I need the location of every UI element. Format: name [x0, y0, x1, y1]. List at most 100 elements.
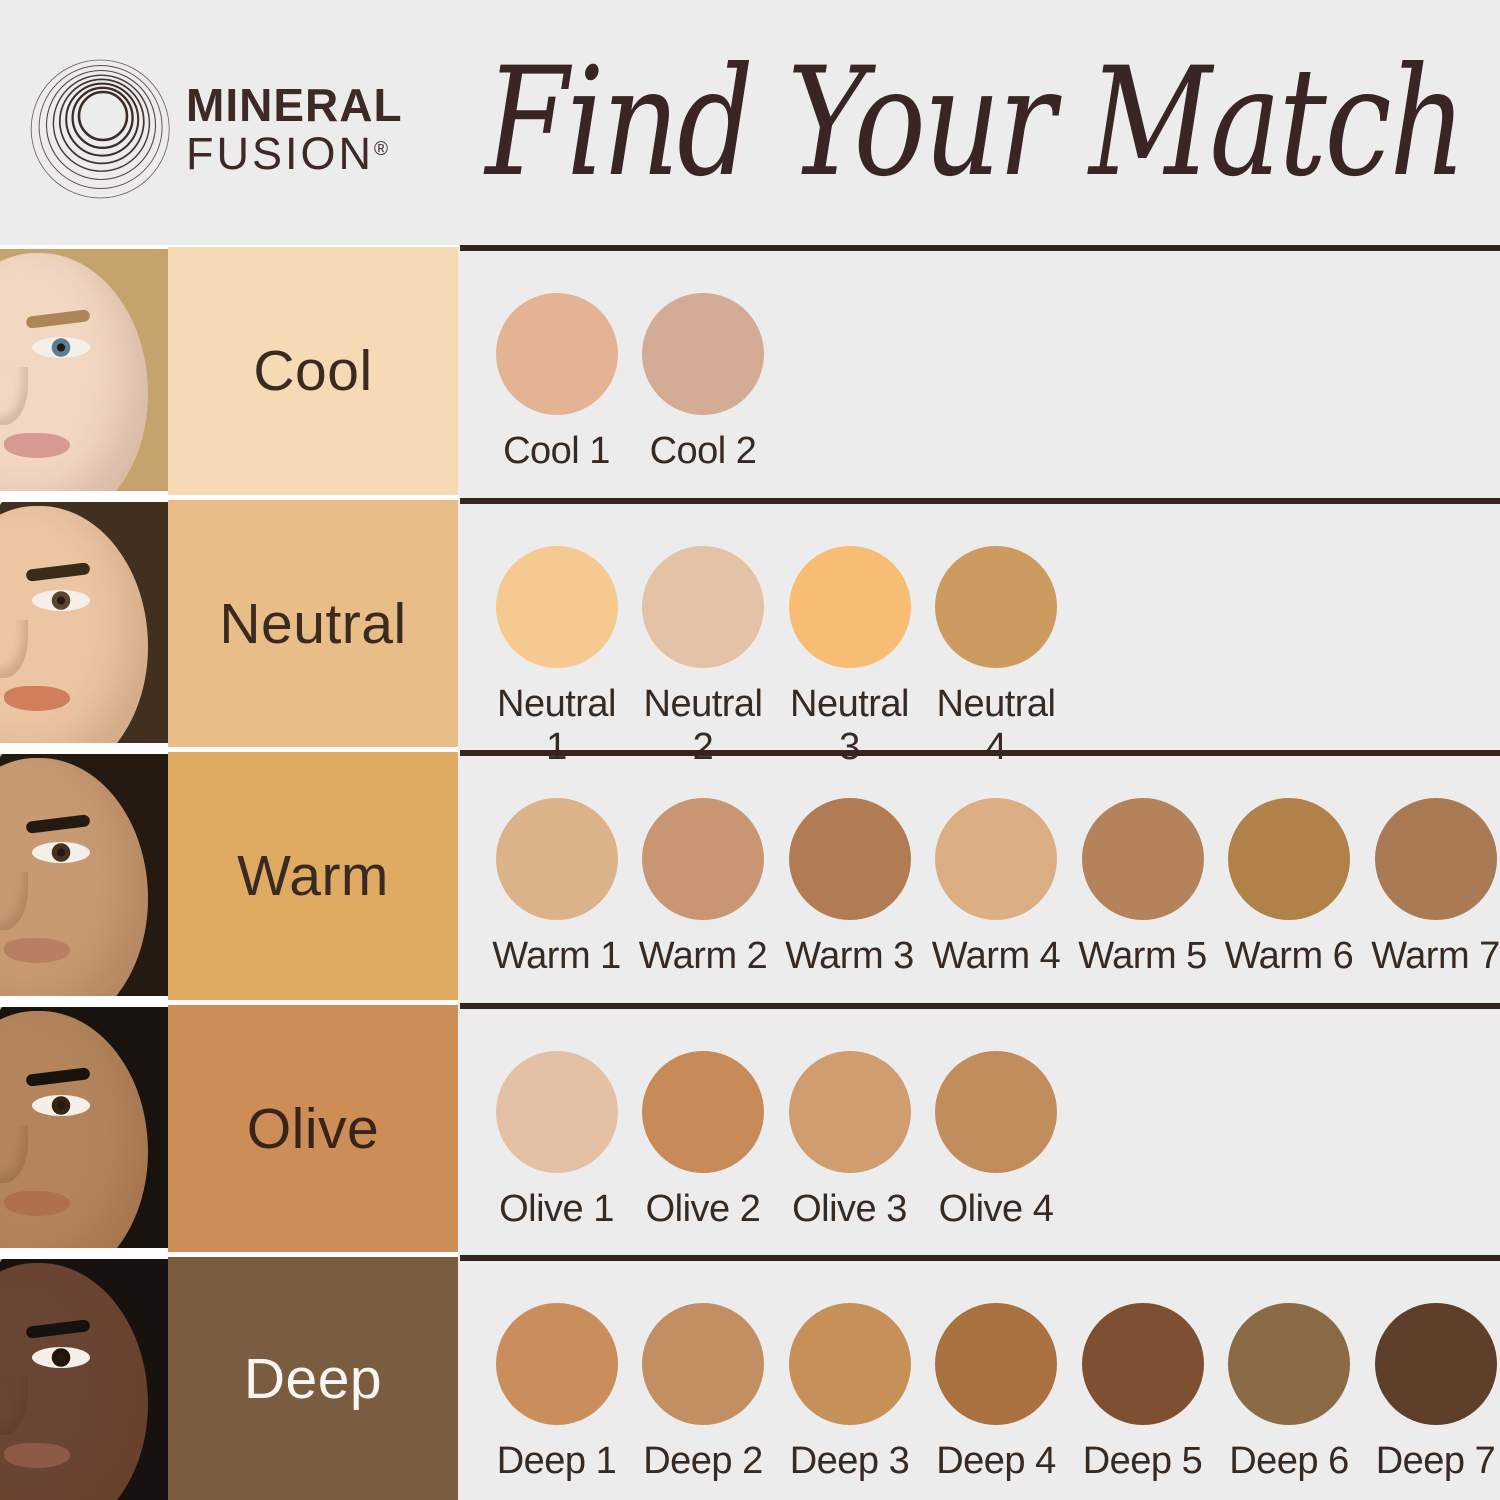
shade-dot-deep-2[interactable] [642, 1303, 764, 1425]
shade-swatch-neutral-4: Neutral 4 [923, 504, 1070, 769]
shade-row-olive: Olive Olive 1 Olive 2 Olive 3 Olive 4 [0, 1003, 1500, 1255]
brand-name-bottom: FUSION® [186, 128, 389, 179]
registered-trademark-symbol: ® [374, 139, 389, 160]
shade-dot-deep-5[interactable] [1081, 1303, 1204, 1425]
shade-swatch-warm-6: Warm 6 [1216, 756, 1363, 978]
shade-name-label: Olive 2 [645, 1188, 761, 1230]
shade-dot-neutral-4[interactable] [935, 546, 1057, 668]
model-eye [32, 1095, 90, 1116]
shade-dot-deep-4[interactable] [935, 1303, 1057, 1425]
model-photo-warm [0, 754, 168, 996]
shade-swatch-deep-3: Deep 3 [776, 1261, 923, 1483]
shade-swatch-deep-2: Deep 2 [630, 1261, 777, 1483]
undertone-label-deep: Deep [168, 1257, 458, 1500]
swatch-zone-warm: Warm 1 Warm 2 Warm 3 Warm 4 Warm 5 Warm 6 Warm… [460, 750, 1500, 1003]
shade-swatch-olive-2: Olive 2 [630, 1009, 777, 1231]
shade-swatch-olive-4: Olive 4 [923, 1009, 1070, 1231]
shade-name-label: Neutral 2 [643, 683, 764, 768]
shade-swatch-olive-3: Olive 3 [776, 1009, 923, 1231]
shade-dot-warm-3[interactable] [788, 798, 911, 920]
undertone-label-cool: Cool [168, 247, 458, 495]
shade-dot-warm-6[interactable] [1228, 798, 1350, 920]
swatch-zone-cool: Cool 1 Cool 2 [460, 245, 1500, 498]
shade-swatch-warm-7: Warm 7 [1362, 756, 1500, 978]
shade-dot-neutral-3[interactable] [788, 546, 911, 668]
shade-swatch-cool-2: Cool 2 [630, 251, 777, 473]
shade-name-label: Olive 3 [792, 1188, 907, 1230]
model-photo-olive [0, 1007, 168, 1248]
shade-dot-olive-1[interactable] [495, 1051, 618, 1173]
model-lips [4, 1443, 70, 1468]
shade-name-label: Warm 7 [1371, 935, 1500, 977]
shade-row-deep: Deep Deep 1 Deep 2 Deep 3 Deep 4 Deep 5 Deep … [0, 1255, 1500, 1500]
shade-swatch-warm-5: Warm 5 [1069, 756, 1216, 978]
shade-name-label: Warm 4 [931, 935, 1061, 977]
model-photo-cool [0, 249, 168, 491]
shade-swatch-deep-1: Deep 1 [483, 1261, 630, 1483]
shade-dot-deep-7[interactable] [1374, 1303, 1497, 1425]
shade-dot-warm-7[interactable] [1374, 798, 1497, 920]
swatch-zone-deep: Deep 1 Deep 2 Deep 3 Deep 4 Deep 5 Deep 6 Deep… [460, 1255, 1500, 1500]
model-lips [4, 433, 70, 458]
shade-swatch-warm-3: Warm 3 [776, 756, 923, 978]
shade-dot-deep-6[interactable] [1228, 1303, 1350, 1425]
shade-swatch-deep-5: Deep 5 [1069, 1261, 1216, 1483]
shade-dot-warm-4[interactable] [935, 798, 1057, 920]
shade-name-label: Warm 5 [1078, 935, 1207, 977]
shade-name-label: Deep 7 [1375, 1440, 1496, 1482]
model-lips [4, 1191, 70, 1216]
undertone-label-neutral: Neutral [168, 500, 458, 747]
shade-name-label: Deep 3 [789, 1440, 910, 1482]
model-photo-deep [0, 1259, 168, 1500]
model-eye [32, 1347, 90, 1368]
shade-dot-olive-2[interactable] [642, 1051, 764, 1173]
undertone-label-olive: Olive [168, 1005, 458, 1252]
model-lips [4, 938, 70, 963]
shade-swatch-warm-4: Warm 4 [923, 756, 1070, 978]
shade-dot-cool-2[interactable] [642, 293, 764, 415]
model-photo-neutral [0, 502, 168, 743]
model-eye [32, 337, 90, 358]
shade-name-label: Warm 1 [492, 935, 621, 977]
shade-swatch-deep-7: Deep 7 [1362, 1261, 1500, 1483]
shade-row-warm: Warm Warm 1 Warm 2 Warm 3 Warm 4 Warm 5 Warm … [0, 750, 1500, 1003]
shade-name-label: Deep 4 [936, 1440, 1056, 1482]
shade-name-label: Neutral 4 [936, 683, 1057, 768]
shade-dot-warm-1[interactable] [495, 798, 618, 920]
shade-dot-warm-5[interactable] [1081, 798, 1204, 920]
shade-name-label: Cool 1 [503, 430, 610, 472]
undertone-label-warm: Warm [168, 752, 458, 1000]
shade-swatch-warm-1: Warm 1 [483, 756, 630, 978]
shade-dot-deep-3[interactable] [788, 1303, 911, 1425]
page-title: Find Your Match [485, 35, 1467, 210]
shade-dot-olive-3[interactable] [788, 1051, 911, 1173]
shade-swatch-deep-4: Deep 4 [923, 1261, 1070, 1483]
shade-dot-olive-4[interactable] [935, 1051, 1057, 1173]
shade-dot-neutral-1[interactable] [495, 546, 618, 668]
shade-name-label: Deep 2 [643, 1440, 763, 1482]
shade-name-label: Neutral 3 [790, 683, 910, 768]
shade-dot-cool-1[interactable] [495, 293, 618, 415]
shade-swatch-warm-2: Warm 2 [630, 756, 777, 978]
shade-dot-warm-2[interactable] [642, 798, 764, 920]
shade-row-neutral: Neutral Neutral 1 Neutral 2 Neutral 3 Neutr… [0, 498, 1500, 768]
shade-name-label: Deep 6 [1229, 1440, 1349, 1482]
shade-name-label: Warm 3 [785, 935, 914, 977]
swatch-zone-neutral: Neutral 1 Neutral 2 Neutral 3 Neutral 4 [460, 498, 1500, 768]
shade-swatch-deep-6: Deep 6 [1216, 1261, 1363, 1483]
shade-name-label: Deep 5 [1082, 1440, 1203, 1482]
brand-wordmark: MINERAL FUSION® [186, 82, 403, 176]
shade-name-label: Olive 1 [499, 1188, 614, 1230]
shade-name-label: Olive 4 [938, 1188, 1054, 1230]
shade-dot-deep-1[interactable] [495, 1303, 618, 1425]
shade-name-label: Warm 2 [638, 935, 768, 977]
shade-dot-neutral-2[interactable] [642, 546, 764, 668]
header: MINERAL FUSION® Find Your Match [0, 0, 1500, 245]
shade-swatch-olive-1: Olive 1 [483, 1009, 630, 1231]
model-eye [32, 842, 90, 863]
mineral-fusion-logo-icon [30, 50, 180, 200]
shade-name-label: Neutral 1 [497, 683, 617, 768]
shade-row-cool: Cool Cool 1 Cool 2 [0, 245, 1500, 498]
shade-swatch-cool-1: Cool 1 [483, 251, 630, 473]
